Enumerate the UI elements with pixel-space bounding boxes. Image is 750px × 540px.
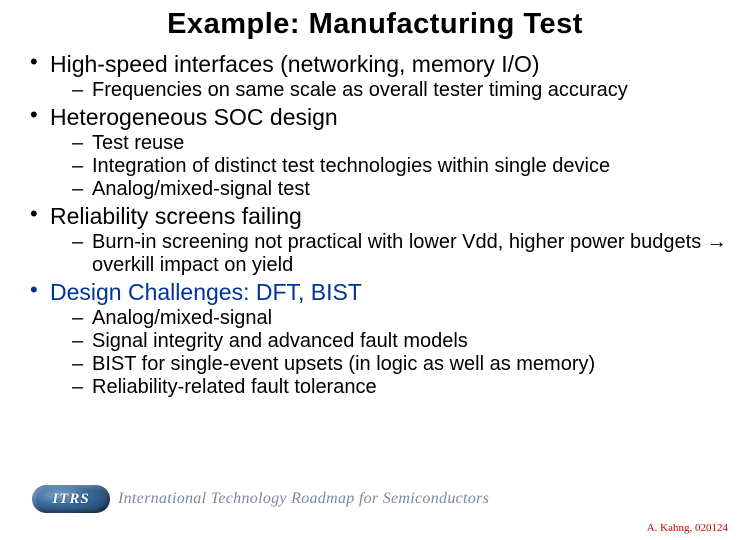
itrs-logo-badge: ITRS — [32, 485, 110, 513]
sub-bullet-item: Integration of distinct test technologie… — [72, 155, 730, 178]
sub-bullet-item: Burn-in screening not practical with low… — [72, 231, 730, 277]
slide-title: Example: Manufacturing Test — [20, 8, 730, 41]
sub-bullet-item: Frequencies on same scale as overall tes… — [72, 79, 730, 102]
bullet-text: Heterogeneous SOC design — [50, 104, 338, 130]
bullet-item: High-speed interfaces (networking, memor… — [28, 51, 730, 102]
sub-bullet-item: Signal integrity and advanced fault mode… — [72, 330, 730, 353]
bullet-item: Heterogeneous SOC design Test reuse Inte… — [28, 104, 730, 201]
sub-bullet-text: Frequencies on same scale as overall tes… — [92, 79, 628, 101]
sub-bullet-text: Analog/mixed-signal test — [92, 178, 310, 200]
sub-bullet-text: Signal integrity and advanced fault mode… — [92, 330, 468, 352]
sub-bullet-item: Reliability-related fault tolerance — [72, 376, 730, 399]
itrs-logo-acronym: ITRS — [52, 491, 89, 508]
bullet-list: High-speed interfaces (networking, memor… — [20, 51, 730, 399]
sub-bullet-list: Burn-in screening not practical with low… — [50, 231, 730, 277]
itrs-logo-fulltext: International Technology Roadmap for Sem… — [118, 490, 489, 508]
sub-bullet-text: Test reuse — [92, 132, 184, 154]
sub-bullet-item: Test reuse — [72, 132, 730, 155]
bullet-text: Reliability screens failing — [50, 203, 302, 229]
sub-bullet-text: Analog/mixed-signal — [92, 307, 272, 329]
bullet-item-challenges: Design Challenges: DFT, BIST Analog/mixe… — [28, 279, 730, 399]
sub-bullet-item: BIST for single-event upsets (in logic a… — [72, 353, 730, 376]
slide-container: Example: Manufacturing Test High-speed i… — [0, 0, 750, 540]
bullet-text: High-speed interfaces (networking, memor… — [50, 51, 540, 77]
attribution-text: A. Kahng, 020124 — [647, 522, 728, 534]
sub-bullet-text: Integration of distinct test technologie… — [92, 155, 610, 177]
sub-bullet-text: Reliability-related fault tolerance — [92, 376, 377, 398]
bullet-item: Reliability screens failing Burn-in scre… — [28, 203, 730, 277]
sub-bullet-item: Analog/mixed-signal test — [72, 178, 730, 201]
sub-bullet-text: Burn-in screening not practical with low… — [92, 231, 727, 276]
sub-bullet-list: Test reuse Integration of distinct test … — [50, 132, 730, 201]
sub-bullet-list: Analog/mixed-signal Signal integrity and… — [50, 307, 730, 399]
sub-bullet-item: Analog/mixed-signal — [72, 307, 730, 330]
sub-bullet-list: Frequencies on same scale as overall tes… — [50, 79, 730, 102]
footer: ITRS International Technology Roadmap fo… — [32, 482, 730, 516]
sub-bullet-text: BIST for single-event upsets (in logic a… — [92, 353, 595, 375]
bullet-text: Design Challenges: DFT, BIST — [50, 279, 362, 305]
